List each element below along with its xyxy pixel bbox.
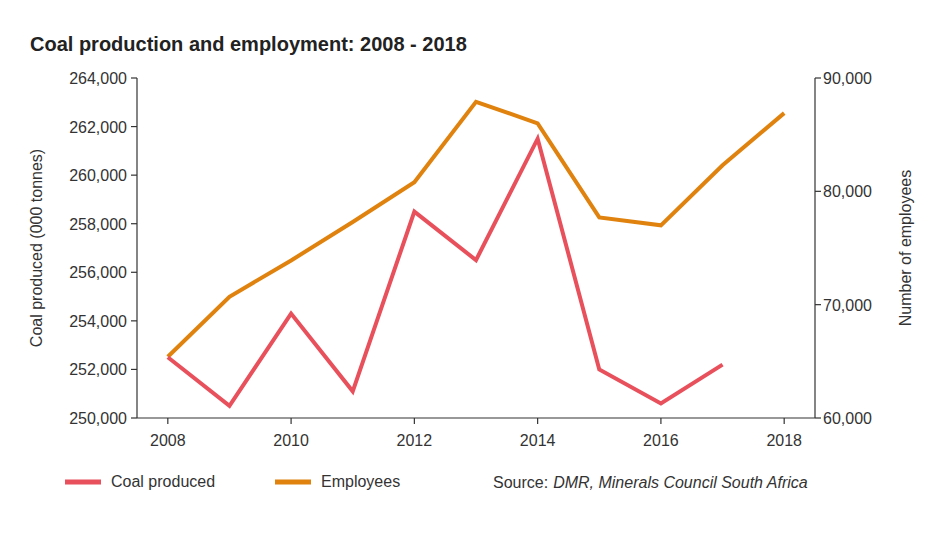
x-tick-label: 2010 [273,432,309,449]
y2-tick [815,77,821,78]
y-tick-label: 260,000 [69,167,127,184]
y2-tick [815,304,821,305]
source-label: Source: [493,474,548,491]
y2-tick-label: 70,000 [823,297,872,314]
legend-swatch [65,480,101,485]
y-tick [131,77,137,78]
y2-tick-label: 90,000 [823,70,872,87]
y-tick [131,175,137,176]
x-tick-label: 2016 [643,432,679,449]
x-tick [167,418,168,424]
x-axis-line [137,417,815,418]
y-tick-label: 252,000 [69,361,127,378]
y-tick [131,126,137,127]
y-tick-label: 256,000 [69,264,127,281]
y2-tick [815,417,821,418]
series-line [168,139,723,406]
y2-tick-label: 80,000 [823,183,872,200]
y-tick [131,320,137,321]
chart: Coal production and employment: 2008 - 2… [0,0,946,533]
y2-tick-label: 60,000 [823,410,872,427]
y-tick-label: 264,000 [69,70,127,87]
y-axis-title: Coal produced (000 tonnes) [28,149,45,347]
y-tick [131,369,137,370]
x-tick [290,418,291,424]
x-tick [784,418,785,424]
source: Source: DMR, Minerals Council South Afric… [493,474,808,491]
x-tick-label: 2008 [150,432,186,449]
y-tick-label: 250,000 [69,410,127,427]
source-text: DMR, Minerals Council South Africa [553,474,808,491]
y-tick [131,272,137,273]
y-tick-label: 258,000 [69,216,127,233]
x-tick [660,418,661,424]
x-tick [537,418,538,424]
y-tick-label: 262,000 [69,119,127,136]
y-axis-line [136,78,137,418]
legend-swatch [275,480,311,485]
series-line [168,102,784,357]
x-tick-label: 2012 [397,432,433,449]
legend-label: Coal produced [111,473,215,490]
x-tick [414,418,415,424]
y2-axis-line [814,78,815,418]
y-tick [131,223,137,224]
y-tick [131,417,137,418]
x-tick-label: 2018 [766,432,802,449]
plot-area [168,102,784,406]
y-tick-label: 254,000 [69,313,127,330]
y2-tick [815,191,821,192]
y2-axis-title: Number of employees [897,170,914,327]
title: Coal production and employment: 2008 - 2… [30,33,467,55]
legend-label: Employees [321,473,400,490]
x-tick-label: 2014 [520,432,556,449]
